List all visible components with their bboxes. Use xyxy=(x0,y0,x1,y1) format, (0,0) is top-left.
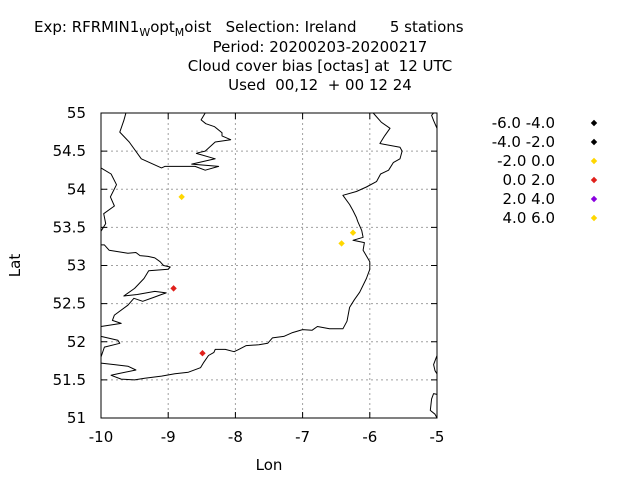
legend-marker xyxy=(590,214,598,222)
data-points xyxy=(170,193,357,357)
title-prefix: Exp: RFRMIN1 xyxy=(34,18,140,36)
legend-label: 4.0 6.0 xyxy=(503,209,555,227)
y-tick-label: 53 xyxy=(67,257,86,275)
legend-label: 0.0 2.0 xyxy=(503,171,555,189)
coastline-segment xyxy=(100,244,171,327)
y-tick-label: 51.5 xyxy=(53,371,86,389)
x-axis-label: Lon xyxy=(256,456,283,474)
legend-label: -6.0 -4.0 xyxy=(492,114,555,132)
title-subscript-2: M xyxy=(174,26,185,39)
coastline-segment xyxy=(431,112,438,129)
legend-label: -2.0 0.0 xyxy=(497,152,555,170)
x-tick-label: -7 xyxy=(295,428,310,446)
legend-marker xyxy=(590,195,598,203)
x-tick-label: -5 xyxy=(430,428,445,446)
title-subscript-1: W xyxy=(139,26,151,39)
chart-title-variable: Cloud cover bias [octas] at 12 UTC xyxy=(187,57,453,75)
y-tick-label: 53.5 xyxy=(53,218,86,236)
x-tick-label: -10 xyxy=(89,428,114,446)
coastline-segment xyxy=(119,112,232,171)
legend-marker xyxy=(590,176,598,184)
chart-title-used: Used 00,12 + 00 12 24 xyxy=(228,76,412,94)
x-tick-label: -8 xyxy=(228,428,243,446)
coastline-segment xyxy=(100,335,121,358)
y-tick-label: 52 xyxy=(67,333,86,351)
station-point xyxy=(199,349,206,357)
x-tick-label: -6 xyxy=(362,428,377,446)
grid-lines xyxy=(101,113,437,418)
coastline-segment xyxy=(433,355,438,375)
coastline-segment xyxy=(429,393,438,419)
title-suffix: oist Selection: Ireland 5 stations xyxy=(184,18,464,36)
legend-label: 2.0 4.0 xyxy=(503,190,555,208)
axis-ticks: -10 -9 -8 -7 -6 -5 51 51.5 52 52.5 53 53.5 54 54.5 55 xyxy=(53,104,445,446)
station-point xyxy=(170,285,177,292)
title-mid: opt xyxy=(150,18,175,36)
station-point xyxy=(349,229,357,236)
legend-marker xyxy=(590,138,598,146)
coastline-segment xyxy=(100,167,117,232)
legend-label: -4.0 -2.0 xyxy=(492,133,555,151)
legend-marker xyxy=(590,119,598,127)
y-tick-label: 54.5 xyxy=(53,142,86,160)
y-tick-label: 51 xyxy=(67,409,86,427)
y-tick-label: 52.5 xyxy=(53,295,86,313)
y-tick-label: 55 xyxy=(67,104,86,122)
chart-title-line-1: Exp: RFRMIN1WoptMoist Selection: Ireland… xyxy=(34,18,464,39)
coastline xyxy=(100,112,438,419)
coastline-segment xyxy=(100,112,403,381)
y-tick-label: 54 xyxy=(67,180,86,198)
chart-title-period: Period: 20200203-20200217 xyxy=(212,38,428,56)
y-axis-label: Lat xyxy=(6,254,24,278)
station-point xyxy=(338,240,345,247)
x-tick-label: -9 xyxy=(161,428,176,446)
station-point xyxy=(178,193,185,201)
legend: -6.0 -4.0-4.0 -2.0-2.0 0.00.0 2.02.0 4.0… xyxy=(492,114,598,227)
legend-marker xyxy=(590,157,598,165)
